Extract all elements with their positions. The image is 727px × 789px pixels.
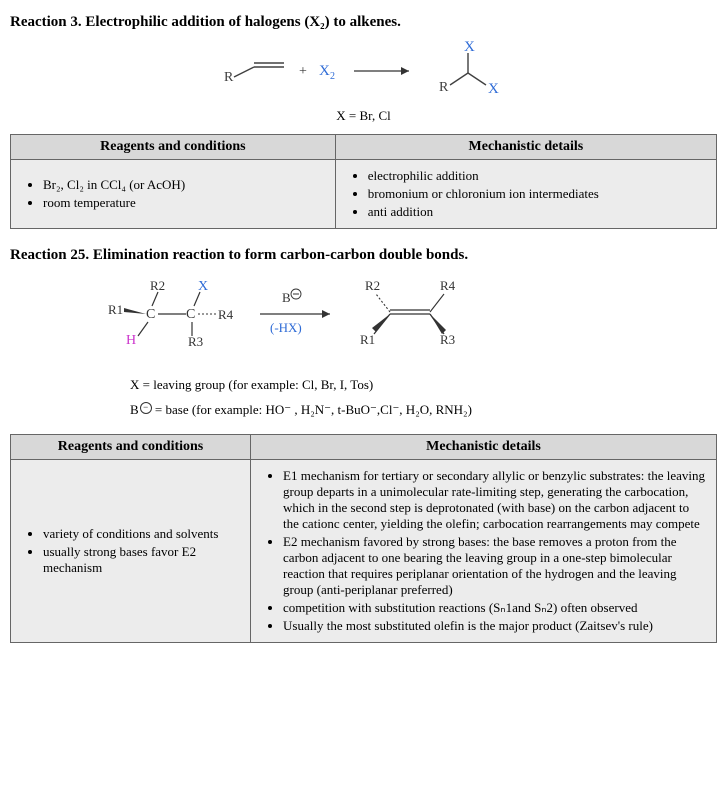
svg-text:X: X xyxy=(198,279,208,294)
reaction25-legend: X = leaving group (for example: Cl, Br, … xyxy=(130,373,717,422)
list-item: Br₂, Cl₂ in CCl₄ (or AcOH) xyxy=(43,177,327,193)
list-item: variety of conditions and solvents xyxy=(43,526,242,542)
r3-cell-right: electrophilic addition bromonium or chlo… xyxy=(335,160,716,229)
list-item: usually strong bases favor E2 mechanism xyxy=(43,544,242,576)
svg-text:X: X xyxy=(488,81,499,97)
svg-text:R4: R4 xyxy=(218,307,234,322)
svg-text:X: X xyxy=(464,39,475,55)
svg-text:B: B xyxy=(282,290,291,305)
svg-text:R3: R3 xyxy=(440,332,455,347)
svg-text:R2: R2 xyxy=(365,278,380,293)
list-item: competition with substitution reactions … xyxy=(283,600,708,616)
svg-text:R4: R4 xyxy=(440,278,456,293)
list-item: room temperature xyxy=(43,195,327,211)
list-item: anti addition xyxy=(368,204,708,220)
svg-text:R2: R2 xyxy=(150,278,165,293)
reaction25-table: Reagents and conditions Mechanistic deta… xyxy=(10,434,717,643)
r3-header-left: Reagents and conditions xyxy=(11,135,336,160)
svg-text:R: R xyxy=(439,80,449,95)
svg-text:X: X xyxy=(319,63,330,79)
r25-header-left: Reagents and conditions xyxy=(11,435,251,460)
list-item: bromonium or chloronium ion intermediate… xyxy=(368,186,708,202)
reaction3-caption: X = Br, Cl xyxy=(10,108,717,124)
reaction25-title: Reaction 25. Elimination reaction to for… xyxy=(10,247,717,264)
svg-text:(-HX): (-HX) xyxy=(270,320,302,335)
svg-text:C: C xyxy=(186,307,195,322)
list-item: E2 mechanism favored by strong bases: th… xyxy=(283,534,708,598)
r25-cell-left: variety of conditions and solvents usual… xyxy=(11,460,251,643)
svg-text:R1: R1 xyxy=(108,302,123,317)
svg-text:R3: R3 xyxy=(188,334,203,349)
reaction25-scheme: R2 R1 H X R4 R3 C C B (-HX) R2 R4 R1 R3 xyxy=(90,272,717,367)
reaction3-scheme: R + X 2 R X X xyxy=(10,39,717,104)
svg-text:R1: R1 xyxy=(360,332,375,347)
reaction3-table: Reagents and conditions Mechanistic deta… xyxy=(10,134,717,229)
svg-text:+: + xyxy=(299,64,307,79)
list-item: Usually the most substituted olefin is t… xyxy=(283,618,708,634)
legend-line-1: X = leaving group (for example: Cl, Br, … xyxy=(130,373,717,398)
svg-text:R: R xyxy=(224,70,234,85)
r3-cell-left: Br₂, Cl₂ in CCl₄ (or AcOH) room temperat… xyxy=(11,160,336,229)
svg-text:2: 2 xyxy=(330,71,335,82)
r25-header-right: Mechanistic details xyxy=(251,435,717,460)
r3-header-right: Mechanistic details xyxy=(335,135,716,160)
list-item: electrophilic addition xyxy=(368,168,708,184)
reaction3-title: Reaction 3. Electrophilic addition of ha… xyxy=(10,14,717,31)
svg-text:H: H xyxy=(126,333,136,348)
r25-cell-right: E1 mechanism for tertiary or secondary a… xyxy=(251,460,717,643)
svg-text:C: C xyxy=(146,307,155,322)
list-item: E1 mechanism for tertiary or secondary a… xyxy=(283,468,708,532)
legend-line-2: B− = base (for example: HO⁻ , H₂N⁻, t-Bu… xyxy=(130,398,717,423)
